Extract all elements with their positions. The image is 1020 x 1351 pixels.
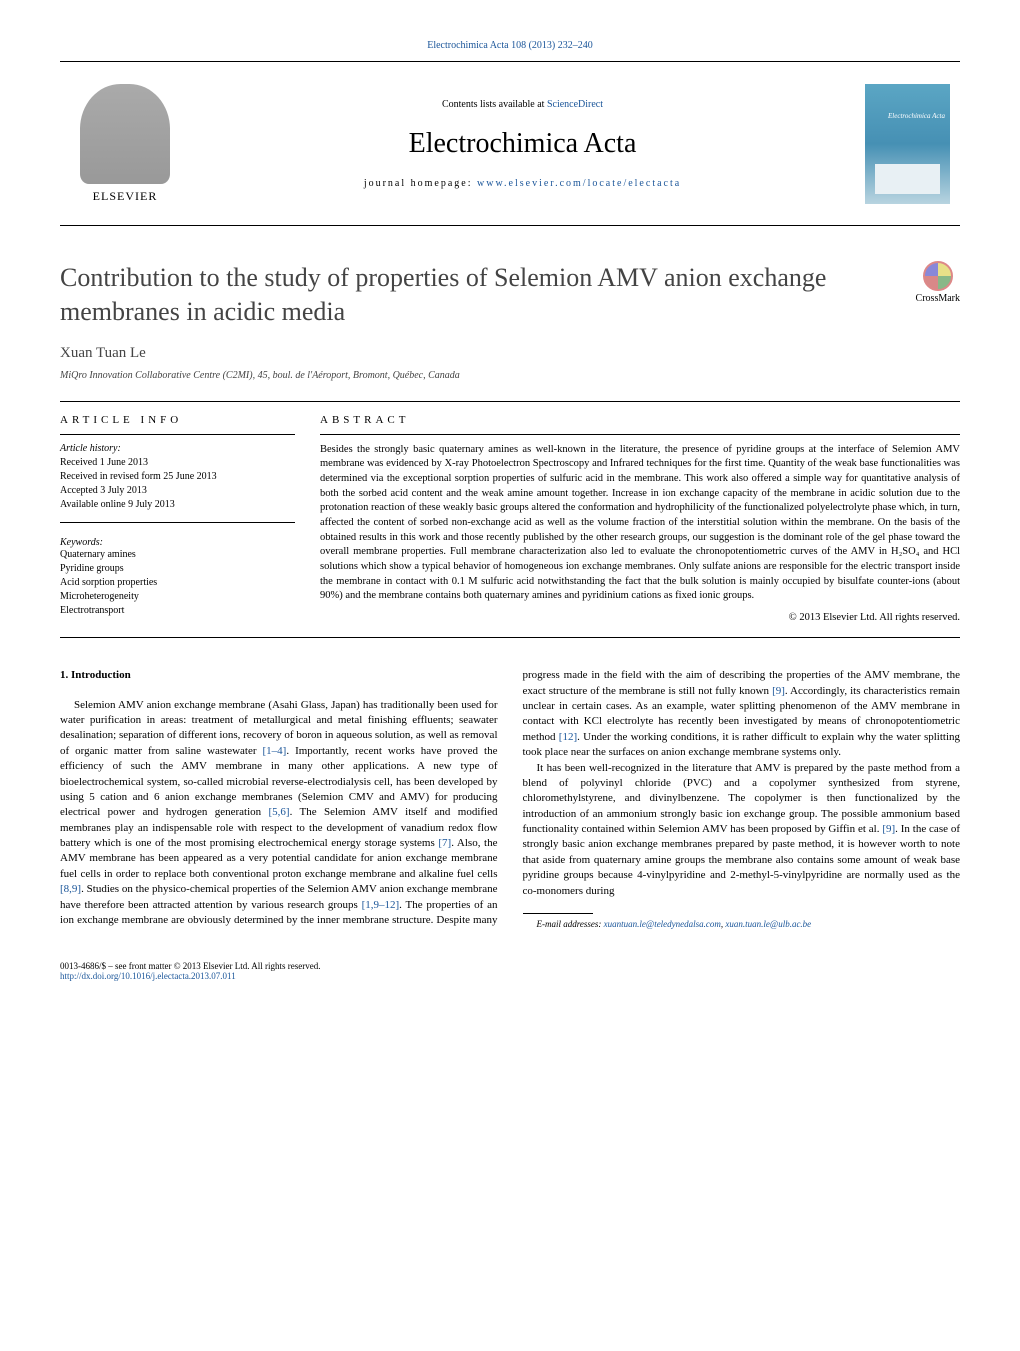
footnote: E-mail addresses: xuantuan.le@teledyneda…	[523, 918, 961, 931]
copyright-footer: 0013-4686/$ – see front matter © 2013 El…	[60, 961, 960, 981]
keyword-item: Quaternary amines	[60, 548, 295, 562]
author-name: Xuan Tuan Le	[60, 345, 960, 362]
history-label: Article history:	[60, 443, 295, 454]
article-info: ARTICLE INFO Article history: Received 1…	[60, 414, 295, 624]
page: Electrochimica Acta 108 (2013) 232–240 E…	[0, 0, 1020, 1021]
keyword-item: Pyridine groups	[60, 562, 295, 576]
keyword-item: Microheterogeneity	[60, 590, 295, 604]
history-received: Received 1 June 2013	[60, 456, 295, 470]
history-revised: Received in revised form 25 June 2013	[60, 470, 295, 484]
homepage-line: journal homepage: www.elsevier.com/locat…	[364, 178, 681, 189]
ref-link[interactable]: [5,6]	[269, 806, 290, 818]
homepage-link[interactable]: www.elsevier.com/locate/electacta	[477, 178, 681, 189]
doi-link[interactable]: http://dx.doi.org/10.1016/j.electacta.20…	[60, 971, 236, 981]
ref-link[interactable]: [9]	[882, 823, 895, 835]
history-accepted: Accepted 3 July 2013	[60, 484, 295, 498]
intro-heading: 1. Introduction	[60, 668, 498, 683]
email-link[interactable]: xuan.tuan.le@ulb.ac.be	[725, 919, 811, 929]
elsevier-tree-icon	[80, 84, 170, 184]
title-section: Contribution to the study of properties …	[60, 261, 960, 329]
text-run: . Under the working conditions, it is ra…	[523, 731, 961, 758]
body-text: 1. Introduction Selemion AMV anion excha…	[60, 668, 960, 930]
rule	[60, 401, 960, 402]
crossmark-icon	[923, 261, 953, 291]
sciencedirect-link[interactable]: ScienceDirect	[547, 99, 603, 110]
email-link[interactable]: xuantuan.le@teledynedalsa.com	[604, 919, 721, 929]
ref-link[interactable]: [9]	[772, 685, 785, 697]
masthead-center: Contents lists available at ScienceDirec…	[190, 62, 855, 225]
ref-link[interactable]: [8,9]	[60, 883, 81, 895]
ref-link[interactable]: [7]	[438, 837, 451, 849]
crossmark-badge[interactable]: CrossMark	[916, 261, 960, 329]
citation-header: Electrochimica Acta 108 (2013) 232–240	[60, 40, 960, 51]
article-info-heading: ARTICLE INFO	[60, 414, 295, 426]
ref-link[interactable]: [12]	[559, 731, 577, 743]
issn-line: 0013-4686/$ – see front matter © 2013 El…	[60, 961, 960, 971]
abstract-block: ABSTRACT Besides the strongly basic quat…	[320, 414, 960, 624]
footnote-label: E-mail addresses:	[537, 919, 604, 929]
masthead: ELSEVIER Contents lists available at Sci…	[60, 61, 960, 226]
abstract-heading: ABSTRACT	[320, 414, 960, 426]
contents-line: Contents lists available at ScienceDirec…	[442, 99, 603, 110]
contents-prefix: Contents lists available at	[442, 99, 547, 110]
history-online: Available online 9 July 2013	[60, 498, 295, 512]
ref-link[interactable]: [1,9–12]	[362, 899, 400, 911]
crossmark-label: CrossMark	[916, 293, 960, 304]
rule-bold	[60, 637, 960, 638]
keywords-label: Keywords:	[60, 537, 295, 548]
footnote-rule	[523, 913, 593, 914]
journal-name: Electrochimica Acta	[409, 128, 637, 160]
abstract-text: Besides the strongly basic quaternary am…	[320, 443, 960, 605]
affiliation: MiQro Innovation Collaborative Centre (C…	[60, 370, 960, 381]
journal-cover	[855, 62, 960, 225]
homepage-prefix: journal homepage:	[364, 178, 477, 189]
keyword-item: Electrotransport	[60, 604, 295, 618]
article-title: Contribution to the study of properties …	[60, 261, 896, 329]
publisher-name: ELSEVIER	[93, 189, 158, 204]
ref-link[interactable]: [1–4]	[263, 745, 287, 757]
keyword-item: Acid sorption properties	[60, 576, 295, 590]
info-abstract-row: ARTICLE INFO Article history: Received 1…	[60, 414, 960, 624]
keywords: Keywords: Quaternary amines Pyridine gro…	[60, 537, 295, 618]
cover-thumbnail	[865, 84, 950, 204]
abstract-copyright: © 2013 Elsevier Ltd. All rights reserved…	[320, 612, 960, 623]
paragraph: It has been well-recognized in the liter…	[523, 761, 961, 900]
publisher-logo: ELSEVIER	[60, 62, 190, 225]
